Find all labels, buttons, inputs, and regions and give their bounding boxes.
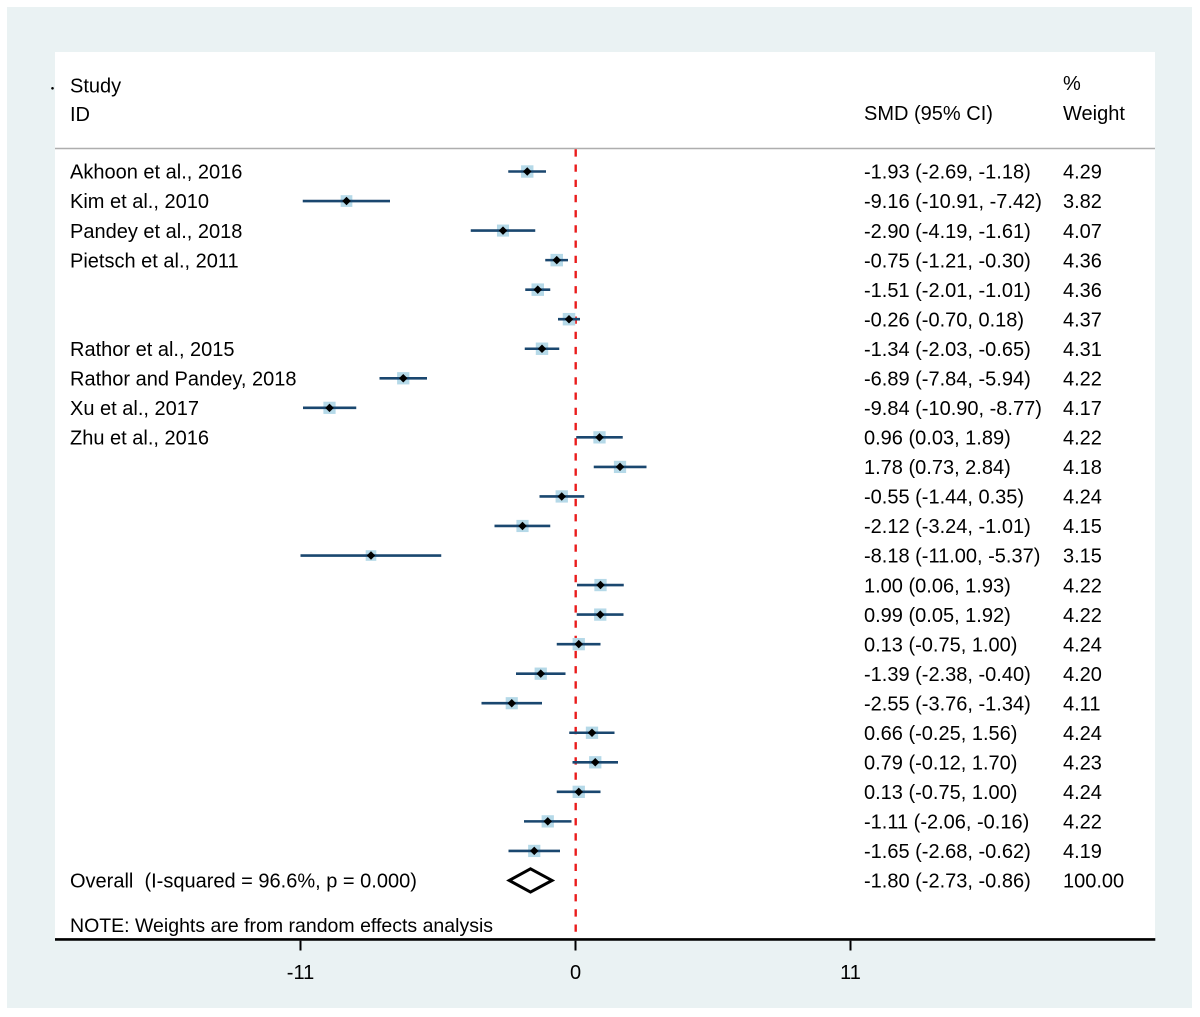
svg-text:NOTE: Weights are from random: NOTE: Weights are from random effects an… [70, 915, 493, 937]
svg-text:-2.55 (-3.76, -1.34): -2.55 (-3.76, -1.34) [864, 693, 1031, 715]
svg-text:0.96 (0.03, 1.89): 0.96 (0.03, 1.89) [864, 428, 1011, 450]
svg-text:Rathor and Pandey, 2018: Rathor and Pandey, 2018 [70, 369, 296, 391]
svg-text:-1.51 (-2.01, -1.01): -1.51 (-2.01, -1.01) [864, 280, 1031, 302]
svg-text:4.22: 4.22 [1063, 812, 1102, 834]
svg-text:-9.84 (-10.90, -8.77): -9.84 (-10.90, -8.77) [864, 398, 1042, 420]
svg-text:SMD (95% CI): SMD (95% CI) [864, 103, 993, 125]
svg-text:4.36: 4.36 [1063, 250, 1102, 272]
svg-text:4.29: 4.29 [1063, 162, 1102, 184]
svg-text:4.37: 4.37 [1063, 309, 1102, 331]
svg-text:4.24: 4.24 [1063, 634, 1102, 656]
svg-text:4.22: 4.22 [1063, 575, 1102, 597]
svg-text:4.17: 4.17 [1063, 398, 1102, 420]
svg-text:Overall (I-squared = 96.6%, p: Overall (I-squared = 96.6%, p = 0.000) [70, 871, 417, 893]
svg-text:4.24: 4.24 [1063, 782, 1102, 804]
svg-text:Pandey et al., 2018: Pandey et al., 2018 [70, 221, 242, 243]
svg-text:1.00 (0.06, 1.93): 1.00 (0.06, 1.93) [864, 575, 1011, 597]
svg-text:0.13 (-0.75, 1.00): 0.13 (-0.75, 1.00) [864, 634, 1017, 656]
svg-text:-0.26 (-0.70, 0.18): -0.26 (-0.70, 0.18) [864, 309, 1024, 331]
svg-text:0.13 (-0.75, 1.00): 0.13 (-0.75, 1.00) [864, 782, 1017, 804]
svg-text:4.07: 4.07 [1063, 221, 1102, 243]
svg-text:4.20: 4.20 [1063, 664, 1102, 686]
svg-text:3.82: 3.82 [1063, 191, 1102, 213]
svg-text:1.78 (0.73, 2.84): 1.78 (0.73, 2.84) [864, 457, 1011, 479]
svg-text:4.24: 4.24 [1063, 723, 1102, 745]
svg-text:0.99 (0.05, 1.92): 0.99 (0.05, 1.92) [864, 605, 1011, 627]
svg-text:-8.18 (-11.00, -5.37): -8.18 (-11.00, -5.37) [864, 546, 1040, 568]
svg-text:3.15: 3.15 [1063, 546, 1102, 568]
svg-text:4.18: 4.18 [1063, 457, 1102, 479]
svg-text:4.22: 4.22 [1063, 369, 1102, 391]
svg-text:0.79 (-0.12, 1.70): 0.79 (-0.12, 1.70) [864, 753, 1017, 775]
svg-text:Weight: Weight [1063, 103, 1125, 125]
svg-text:-1.65 (-2.68, -0.62): -1.65 (-2.68, -0.62) [864, 841, 1031, 863]
svg-text:Akhoon et al., 2016: Akhoon et al., 2016 [70, 162, 242, 184]
svg-text:ID: ID [70, 104, 90, 126]
svg-text:-1.39 (-2.38, -0.40): -1.39 (-2.38, -0.40) [864, 664, 1031, 686]
svg-text:-0.55 (-1.44, 0.35): -0.55 (-1.44, 0.35) [864, 487, 1024, 509]
svg-text:-9.16 (-10.91, -7.42): -9.16 (-10.91, -7.42) [864, 191, 1042, 213]
svg-text:4.11: 4.11 [1063, 693, 1100, 715]
svg-text:-1.34 (-2.03, -0.65): -1.34 (-2.03, -0.65) [864, 339, 1031, 361]
svg-text:-1.80 (-2.73, -0.86): -1.80 (-2.73, -0.86) [864, 871, 1031, 893]
svg-text:-11: -11 [287, 962, 314, 984]
svg-text:-6.89 (-7.84, -5.94): -6.89 (-7.84, -5.94) [864, 369, 1031, 391]
svg-text:-2.12 (-3.24, -1.01): -2.12 (-3.24, -1.01) [864, 516, 1031, 538]
svg-text:4.19: 4.19 [1063, 841, 1102, 863]
svg-text:-0.75 (-1.21, -0.30): -0.75 (-1.21, -0.30) [864, 250, 1031, 272]
svg-text:Pietsch et al., 2011: Pietsch et al., 2011 [70, 250, 239, 272]
svg-text:4.23: 4.23 [1063, 753, 1102, 775]
svg-text:Kim et al., 2010: Kim et al., 2010 [70, 191, 209, 213]
svg-text:Study: Study [70, 76, 121, 98]
svg-text:Zhu et al., 2016: Zhu et al., 2016 [70, 428, 209, 450]
svg-text:4.22: 4.22 [1063, 428, 1102, 450]
svg-text:0: 0 [570, 962, 581, 984]
svg-text:-1.93 (-2.69, -1.18): -1.93 (-2.69, -1.18) [864, 162, 1031, 184]
svg-text:Xu et al., 2017: Xu et al., 2017 [70, 398, 199, 420]
svg-text:4.36: 4.36 [1063, 280, 1102, 302]
svg-text:-1.11 (-2.06, -0.16): -1.11 (-2.06, -0.16) [864, 812, 1029, 834]
svg-text:4.24: 4.24 [1063, 487, 1102, 509]
svg-text:-2.90 (-4.19, -1.61): -2.90 (-4.19, -1.61) [864, 221, 1031, 243]
svg-text:100.00: 100.00 [1063, 871, 1124, 893]
svg-text:%: % [1063, 73, 1081, 95]
svg-text:0.66 (-0.25, 1.56): 0.66 (-0.25, 1.56) [864, 723, 1017, 745]
svg-text:Rathor et al., 2015: Rathor et al., 2015 [70, 339, 235, 361]
svg-text:11: 11 [840, 962, 861, 984]
svg-text:4.15: 4.15 [1063, 516, 1102, 538]
svg-text:4.22: 4.22 [1063, 605, 1102, 627]
svg-text:4.31: 4.31 [1063, 339, 1102, 361]
